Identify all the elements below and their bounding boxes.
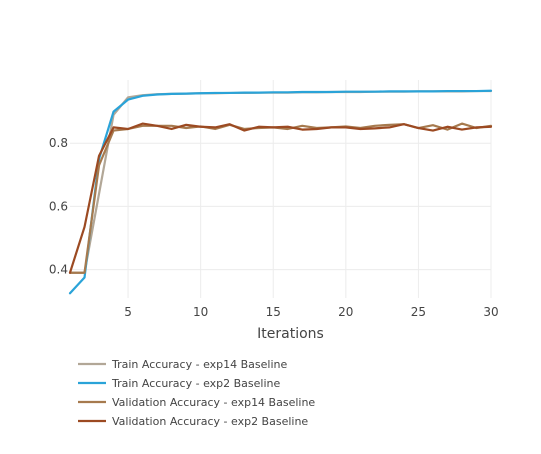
series-line	[68, 89, 493, 274]
series-line	[68, 122, 493, 274]
y-tick-label: 0.6	[49, 199, 68, 213]
plot-area	[68, 89, 493, 295]
x-tick-label: 25	[411, 305, 426, 319]
grid	[70, 80, 492, 298]
legend-entry-label: Train Accuracy - exp14 Baseline	[111, 358, 288, 371]
legend: Train Accuracy - exp14 Baseline Train Acc…	[78, 358, 315, 428]
x-tick-label: 20	[338, 305, 353, 319]
x-tick-label: 5	[124, 305, 132, 319]
x-tick-label: 15	[266, 305, 281, 319]
legend-entry-label: Validation Accuracy - exp14 Baseline	[112, 396, 315, 409]
y-tick-label: 0.4	[49, 263, 68, 277]
x-tick-label: 10	[193, 305, 208, 319]
series-line	[68, 89, 493, 295]
series-line	[68, 122, 493, 274]
x-axis-title: Iterations	[257, 326, 324, 342]
legend-entry-label: Validation Accuracy - exp2 Baseline	[112, 415, 308, 428]
x-tick-label: 30	[483, 305, 498, 319]
y-tick-label: 0.8	[49, 136, 68, 150]
legend-entry-label: Train Accuracy - exp2 Baseline	[111, 377, 281, 390]
axis-ticks: 5 10 15 20 25 30 0.4 0.6 0.8	[49, 136, 499, 319]
